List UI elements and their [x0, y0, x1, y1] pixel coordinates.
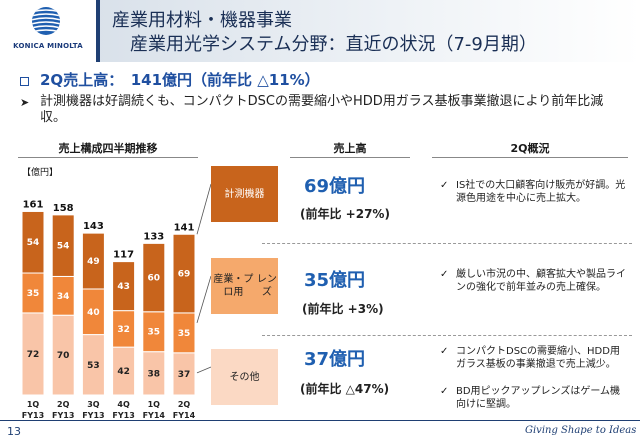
- x-tick-label: FY13: [52, 411, 74, 420]
- sales-value-measuring: 69億円: [304, 176, 366, 197]
- bar-total-label: 141: [174, 222, 195, 233]
- bar-total-label: 161: [23, 199, 44, 210]
- bar-data-label: 40: [87, 308, 100, 318]
- sales-value-other: 37億円: [304, 349, 366, 370]
- segment-box-lens: 産業・プロ用 レンズ: [211, 258, 278, 314]
- x-tick-label: 4Q: [117, 400, 130, 409]
- chart-unit-label: 【億円】: [22, 168, 59, 178]
- yoy-lens: (前年比 +3%): [302, 302, 384, 316]
- bar-segment: [21, 210, 45, 274]
- note-measuring: IS社での大口顧客向け販売が好調。光源色用途を中心に売上拡大。: [456, 180, 626, 204]
- page-number: 13: [7, 425, 21, 438]
- bar-data-label: 35: [148, 328, 161, 338]
- check-icon: ✓: [440, 346, 449, 357]
- title-band: 産業用材料・機器事業 産業用光学システム分野：直近の状況（7-9月期）: [96, 0, 640, 62]
- x-tick-label: 3Q: [87, 400, 100, 409]
- sales-value-lens: 35億円: [304, 270, 366, 291]
- chart-column-header: 売上構成四半期推移: [18, 140, 198, 158]
- bar-total-label: 133: [143, 231, 164, 242]
- check-icon: ✓: [440, 386, 449, 397]
- segment-label: 計測機器: [224, 188, 265, 200]
- bar-data-label: 32: [117, 325, 130, 335]
- bar-data-label: 60: [148, 274, 161, 284]
- note-other-1: コンパクトDSCの需要縮小、HDD用ガラス基板の事業撤退で売上減少。: [456, 346, 620, 370]
- headline: 2Q売上高： 141億円（前年比 △11%）: [40, 71, 320, 89]
- x-tick-label: FY13: [22, 411, 44, 420]
- x-tick-label: 1Q: [148, 400, 161, 409]
- segment-box-other: その他: [211, 349, 278, 405]
- check-icon: ✓: [440, 269, 449, 280]
- bar-data-label: 35: [178, 329, 191, 339]
- x-tick-label: 1Q: [27, 400, 40, 409]
- page-subtitle: 産業用光学システム分野：直近の状況（7-9月期）: [130, 34, 537, 55]
- bar-data-label: 72: [27, 350, 40, 360]
- summary-text: 計測機器は好調続くも、コンパクトDSCの需要縮小やHDD用ガラス基板事業撤退によ…: [40, 94, 604, 125]
- footer-rule: [0, 420, 640, 421]
- overview-column-header: 2Q概況: [432, 140, 628, 158]
- header: KONICA MINOLTA 産業用材料・機器事業 産業用光学システム分野：直近…: [0, 0, 640, 62]
- yoy-other: (前年比 △47%): [300, 382, 390, 396]
- bar-total-label: 143: [83, 221, 104, 232]
- x-tick-label: 2Q: [57, 400, 70, 409]
- bar-data-label: 54: [27, 238, 40, 248]
- check-icon: ✓: [440, 180, 449, 191]
- square-bullet-icon: [20, 77, 29, 86]
- connector-line: [196, 183, 212, 235]
- bar-data-label: 53: [87, 361, 100, 371]
- bar-data-label: 42: [117, 367, 130, 377]
- yoy-measuring: (前年比 +27%): [300, 207, 390, 221]
- bar-segment: [81, 232, 105, 290]
- segment-label: レンズ: [256, 274, 277, 298]
- x-tick-label: FY14: [143, 411, 166, 420]
- bar-data-label: 38: [148, 369, 161, 379]
- row-divider: [262, 243, 632, 244]
- globe-logo-icon: [32, 7, 60, 35]
- connector-line: [196, 275, 212, 324]
- page-title: 産業用材料・機器事業: [112, 10, 292, 31]
- bar-segment: [142, 242, 166, 313]
- bar-segment: [172, 233, 196, 314]
- bar-data-label: 54: [57, 242, 70, 252]
- bar-segment: [51, 214, 75, 277]
- bar-data-label: 35: [27, 289, 40, 299]
- segment-label: その他: [229, 371, 260, 383]
- company-logo: KONICA MINOLTA: [0, 0, 94, 62]
- bar-data-label: 49: [87, 257, 100, 267]
- note-lens: 厳しい市況の中、顧客拡大や製品ラインの強化で前年並みの売上確保。: [456, 269, 626, 293]
- arrow-bullet-icon: ➤: [20, 96, 30, 109]
- company-name: KONICA MINOLTA: [13, 42, 83, 50]
- row-divider: [262, 335, 632, 336]
- segment-box-measuring: 計測機器: [211, 166, 278, 222]
- bar-total-label: 158: [53, 203, 74, 214]
- connector-line: [196, 366, 212, 374]
- x-tick-label: FY13: [112, 411, 134, 420]
- note-other-2: BD用ピックアップレンズはゲーム機向けに堅調。: [456, 386, 621, 410]
- bar-data-label: 34: [57, 292, 70, 302]
- x-tick-label: FY14: [173, 411, 196, 420]
- bar-data-label: 37: [178, 370, 191, 380]
- segment-label: 産業・プロ用: [213, 274, 254, 298]
- bar-total-label: 117: [113, 250, 134, 261]
- bar-data-label: 43: [117, 282, 130, 292]
- x-tick-label: 2Q: [178, 400, 191, 409]
- bar-segment: [112, 261, 136, 312]
- bar-data-label: 69: [178, 270, 191, 280]
- x-tick-label: FY13: [82, 411, 104, 420]
- bar-data-label: 70: [57, 351, 70, 361]
- sales-column-header: 売上高: [290, 140, 410, 158]
- tagline: Giving Shape to Ideas: [525, 425, 637, 436]
